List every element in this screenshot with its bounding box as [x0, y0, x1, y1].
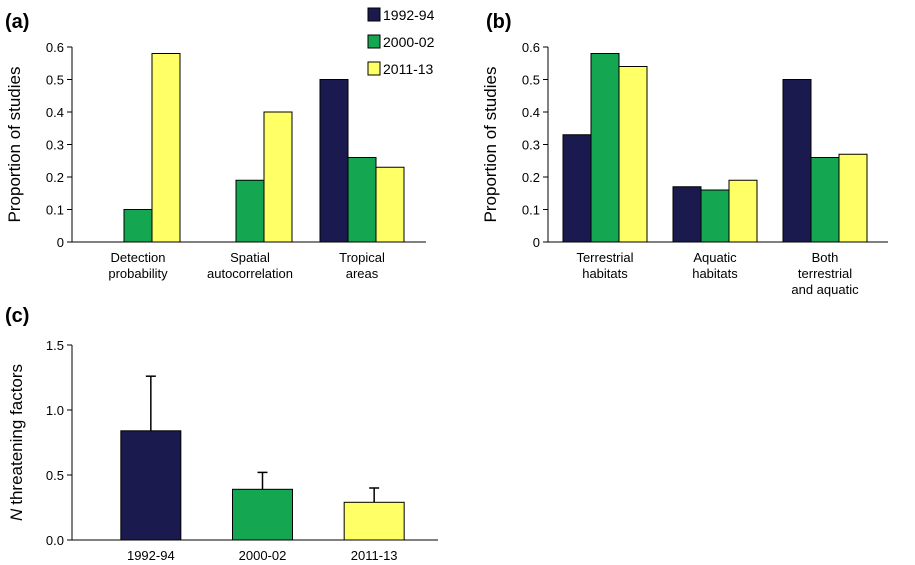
y-axis-label: Proportion of studies	[481, 67, 500, 223]
legend-swatch	[367, 7, 381, 22]
x-tick-label: Detection	[111, 250, 166, 265]
y-tick-label: 1.5	[46, 338, 64, 353]
y-tick-label: 0	[57, 235, 64, 250]
y-tick-label: 0.0	[46, 533, 64, 548]
y-tick-label: 0.6	[46, 40, 64, 55]
x-tick-label: autocorrelation	[207, 266, 293, 281]
y-tick-label: 0.5	[46, 73, 64, 88]
bar	[782, 79, 812, 243]
y-tick-label: 0.1	[522, 203, 540, 218]
y-tick-label: 0.5	[46, 468, 64, 483]
x-tick-label: Tropical	[339, 250, 385, 265]
y-tick-label: 0.4	[522, 105, 540, 120]
legend-label: 2000-02	[383, 34, 435, 50]
x-tick-label: 2011-13	[351, 548, 398, 563]
x-tick-label: Aquatic	[693, 250, 737, 265]
y-tick-label: 0.2	[46, 170, 64, 185]
bar	[700, 189, 730, 243]
y-axis-label: Proportion of studies	[5, 67, 24, 223]
bar	[618, 66, 648, 243]
panel-label: (c)	[5, 305, 29, 327]
y-tick-label: 0.4	[46, 105, 64, 120]
y-tick-label: 1.0	[46, 403, 64, 418]
x-tick-label: terrestrial	[798, 266, 852, 281]
x-tick-label: Spatial	[230, 250, 270, 265]
bar	[263, 111, 293, 243]
x-tick-label: areas	[346, 266, 379, 281]
y-tick-label: 0	[533, 235, 540, 250]
y-tick-label: 0.1	[46, 203, 64, 218]
x-tick-label: habitats	[582, 266, 628, 281]
bar	[120, 430, 182, 541]
x-tick-label: probability	[108, 266, 168, 281]
legend-label: 1992-94	[383, 7, 435, 23]
y-tick-label: 0.2	[522, 170, 540, 185]
bar	[232, 488, 293, 541]
bar	[343, 501, 405, 541]
bar	[151, 53, 181, 243]
x-tick-label: Both	[812, 250, 839, 265]
bar	[319, 79, 349, 243]
x-tick-label: habitats	[692, 266, 738, 281]
bar	[728, 179, 758, 243]
y-tick-label: 0.3	[46, 138, 64, 153]
bar	[810, 157, 840, 243]
x-tick-label: Terrestrial	[576, 250, 633, 265]
panel-label: (b)	[486, 11, 512, 33]
bar	[347, 157, 377, 243]
y-axis-label: Nthreatening factors	[7, 364, 26, 521]
y-tick-label: 0.6	[522, 40, 540, 55]
x-tick-label: 1992-94	[127, 548, 175, 563]
y-tick-label: 0.3	[522, 138, 540, 153]
bar	[562, 134, 592, 243]
y-tick-label: 0.5	[522, 73, 540, 88]
legend-swatch	[367, 34, 381, 49]
x-tick-label: 2000-02	[239, 548, 287, 563]
x-tick-label: and aquatic	[791, 282, 859, 297]
y-axis-label-part: threatening factors	[7, 364, 26, 505]
legend-swatch	[367, 61, 381, 76]
bar	[672, 186, 702, 243]
y-axis-label-part: N	[7, 508, 26, 521]
bar	[123, 209, 153, 243]
bar	[838, 153, 868, 243]
bar	[590, 53, 620, 243]
panel-label: (a)	[5, 11, 29, 33]
bar	[375, 166, 405, 243]
legend-label: 2011-13	[383, 61, 434, 77]
bar	[235, 179, 265, 243]
